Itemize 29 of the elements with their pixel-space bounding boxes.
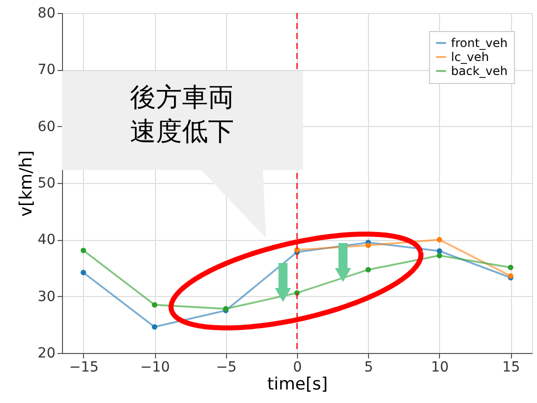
point — [80, 270, 86, 276]
legend-label: lc_veh — [451, 50, 490, 64]
point — [436, 252, 442, 258]
point — [152, 302, 158, 308]
x-tick-label: −15 — [69, 360, 99, 376]
x-tick-label: 15 — [502, 360, 520, 376]
point — [365, 242, 371, 248]
y-tick-label: 50 — [38, 176, 56, 192]
x-tick-label: 5 — [364, 360, 374, 376]
y-tick-label: 80 — [38, 6, 56, 22]
y-tick-label: 60 — [38, 118, 56, 135]
point — [80, 248, 86, 254]
legend-label: back_veh — [451, 64, 508, 78]
y-tick-label: 40 — [38, 232, 56, 248]
point — [436, 236, 442, 242]
x-axis-title: time[s] — [267, 374, 328, 394]
point — [152, 324, 158, 330]
point — [365, 266, 371, 272]
y-tick-label: 20 — [38, 346, 56, 362]
x-tick-label: −5 — [216, 360, 237, 376]
y-tick-label: 30 — [38, 288, 56, 305]
annotation: 後方車両速度低下 — [130, 83, 234, 147]
x-tick-label: 10 — [431, 360, 449, 376]
x-tick-label: −10 — [140, 360, 170, 376]
point — [508, 264, 514, 270]
y-axis-title: v[km/h] — [16, 150, 37, 217]
x-tick-label: 0 — [293, 360, 302, 376]
legend-label: front_veh — [451, 36, 508, 50]
y-tick-label: 70 — [38, 62, 56, 78]
